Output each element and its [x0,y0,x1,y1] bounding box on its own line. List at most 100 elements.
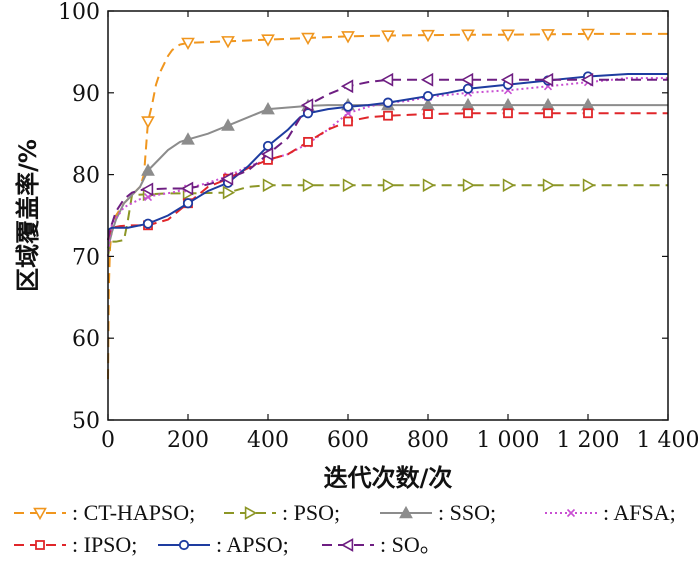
legend-swatch-marker [340,538,354,552]
series-point [262,178,276,193]
series-point [421,29,435,43]
series-point [180,181,194,196]
legend-item: : IPSO; [14,532,137,557]
series-point [140,182,154,197]
series-point [343,116,353,127]
series-point [261,34,275,47]
series-point [143,193,153,202]
y-tick-label: 100 [58,0,100,25]
x-tick-label: 0 [101,428,115,453]
legend-item: : AFSA; [545,500,676,525]
series-point [222,185,236,200]
series-point [181,37,195,51]
series-line [107,104,668,249]
legend-label: : PSO; [282,500,340,525]
series-point [543,108,553,119]
legend-label: : APSO; [216,532,289,557]
legend-swatch-marker [178,539,190,551]
series-point [142,218,154,229]
series-point [141,116,155,129]
y-tick-label: 60 [72,327,100,352]
series-point [582,178,596,193]
series-point [502,178,516,193]
x-tick-label: 200 [167,428,209,453]
series-point [221,118,235,131]
x-tick-label: 1 200 [557,428,620,453]
legend-item: : SO。 [322,532,442,557]
y-tick-label: 50 [72,409,100,434]
series-point [382,97,394,108]
series-point [221,36,235,49]
series-point [340,79,354,94]
series-point [380,72,394,87]
series-point [580,72,594,87]
series-point [261,102,275,115]
series-point [300,98,314,112]
series-6 [107,72,668,241]
series-point [581,28,595,42]
series-point [422,90,434,102]
series-point [262,140,274,152]
ticks-layer: 0 200 400 600 800 1 000 1 200 1 400 50 60 70 80 90 10… [58,0,699,453]
series-point [302,108,314,119]
legend-label: : SSO; [438,500,496,525]
series-point [463,108,473,119]
series-point [583,108,593,119]
series-point [342,178,356,193]
series-point [503,108,513,119]
series-point [303,136,313,147]
series-point [541,29,555,42]
legend: : CT-HAPSO; : PSO; : SSO; : AFSA; : IPSO; : A… [14,500,676,557]
legend-item: : APSO; [158,532,289,557]
legend-item: : SSO; [380,500,496,525]
series-line [107,112,668,241]
legend-label: : SO。 [380,532,442,557]
series-point [540,72,554,87]
series-point [460,72,474,87]
series-point [420,72,434,87]
x-axis-title: 迭代次数/次 [324,464,453,492]
legend-swatch-marker [244,506,258,520]
series-point [141,163,155,176]
series-point [381,30,395,43]
series-point [260,147,274,162]
series-point [383,110,393,121]
series-point [462,178,476,193]
series-point [342,101,354,112]
series-point [181,132,195,145]
series-point [461,29,475,42]
series-point [301,32,315,46]
y-axis-title: 区域覆盖率/% [14,139,42,292]
series-line [107,184,668,257]
series-point [542,178,556,193]
series-point [220,171,234,186]
legend-label: : CT-HAPSO; [72,500,195,525]
legend-label: : AFSA; [603,500,676,525]
series-2 [107,97,668,249]
x-tick-label: 400 [247,428,289,453]
legend-swatch-marker [566,508,576,518]
series-layer [107,28,668,380]
y-tick-label: 80 [72,164,100,189]
series-point [382,178,396,193]
series-point [500,72,514,87]
series-4 [107,108,668,241]
series-point [182,198,194,209]
series-point [462,83,474,94]
x-tick-label: 600 [327,428,369,453]
y-tick-label: 90 [72,82,100,107]
plot-frame [107,10,669,421]
series-point [422,178,436,193]
series-point [302,178,316,193]
x-tick-label: 1 000 [477,428,540,453]
legend-swatch-marker [33,507,47,521]
series-point [341,31,355,44]
series-point [423,109,433,119]
legend-label: : IPSO; [72,532,137,557]
legend-item: : PSO; [224,500,340,525]
legend-swatch-marker [399,505,413,519]
legend-swatch-marker [35,540,45,550]
legend-item: : CT-HAPSO; [14,500,195,525]
y-tick-label: 70 [72,245,100,270]
